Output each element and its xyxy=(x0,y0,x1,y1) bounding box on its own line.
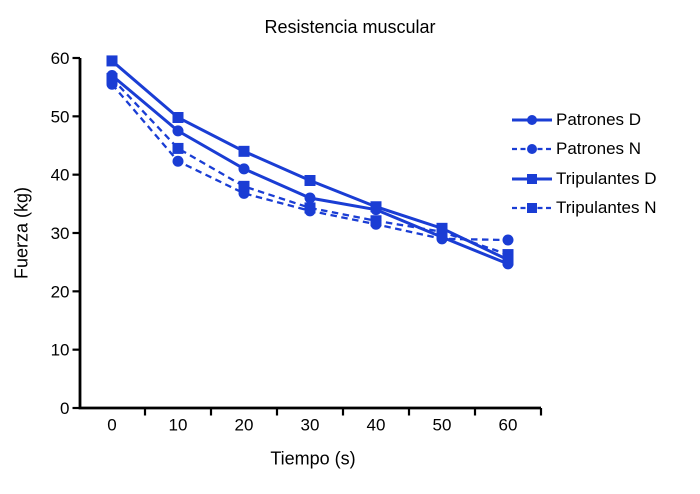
legend-marker-circle xyxy=(527,144,537,155)
y-tick-label: 10 xyxy=(51,341,70,360)
solid-circle-legend-sample-icon xyxy=(512,114,552,125)
legend-marker-circle xyxy=(527,114,537,125)
series-line-tripulantes-d xyxy=(111,59,509,262)
y-tick-label: 0 xyxy=(60,399,69,418)
x-tick-label: 40 xyxy=(367,416,386,435)
y-tick-label: 50 xyxy=(51,107,70,126)
data-point-circle xyxy=(106,70,118,81)
axis-lines xyxy=(78,58,541,410)
data-point-circle xyxy=(238,163,250,175)
data-point-circle xyxy=(502,234,514,246)
data-point-square xyxy=(238,145,250,157)
data-point-circle xyxy=(304,192,316,204)
y-tick-label: 60 xyxy=(51,49,70,68)
x-tick-label: 50 xyxy=(433,416,452,435)
chart-title: Resistencia muscular xyxy=(264,17,436,37)
legend-label: Patrones D xyxy=(556,109,642,129)
legend-label: Tripulantes N xyxy=(556,198,657,218)
x-tick-label: 30 xyxy=(301,416,320,435)
data-point-circle xyxy=(436,231,448,243)
series-line-tripulantes-n xyxy=(111,77,509,256)
series-line-patrones-n xyxy=(111,83,509,242)
y-tick-label: 20 xyxy=(51,282,70,301)
legend: Patrones D Patrones N Tripulantes D Tripula… xyxy=(511,105,656,223)
dashed-square-legend-sample-icon xyxy=(512,203,552,214)
legend-marker-square xyxy=(527,203,537,214)
y-axis-label: Fuerza (kg) xyxy=(11,186,32,280)
data-point-circle xyxy=(172,155,184,167)
x-tick-label: 10 xyxy=(169,416,188,435)
data-point-square xyxy=(304,202,316,214)
data-point-square xyxy=(370,201,382,213)
legend-item-patrones-d: Patrones D xyxy=(511,105,656,135)
dashed-circle-legend-sample-icon xyxy=(512,144,552,155)
legend-label: Patrones N xyxy=(556,139,642,159)
data-point-circle xyxy=(172,125,184,137)
x-tick-label: 20 xyxy=(235,416,254,435)
legend-item-tripulantes-d: Tripulantes D xyxy=(511,164,656,194)
data-point-square xyxy=(172,112,184,123)
x-tick-label: 0 xyxy=(107,416,116,435)
data-point-square xyxy=(106,55,118,67)
series-line-patrones-d xyxy=(111,74,509,266)
data-point-square xyxy=(502,254,514,266)
x-axis-label: Tiempo (s) xyxy=(270,448,356,469)
y-tick-label: 40 xyxy=(51,166,70,185)
data-point-square xyxy=(370,215,382,227)
legend-item-patrones-n: Patrones N xyxy=(511,135,656,165)
legend-marker-square xyxy=(527,173,537,184)
data-point-square xyxy=(172,142,184,154)
x-tick-label: 60 xyxy=(499,416,518,435)
y-tick-label: 30 xyxy=(51,224,70,243)
data-point-square xyxy=(238,180,250,192)
legend-label: Tripulantes D xyxy=(556,168,657,188)
solid-square-legend-sample-icon xyxy=(512,173,552,184)
data-point-square xyxy=(436,222,448,234)
data-point-square xyxy=(304,175,316,186)
legend-item-tripulantes-n: Tripulantes N xyxy=(511,194,656,224)
